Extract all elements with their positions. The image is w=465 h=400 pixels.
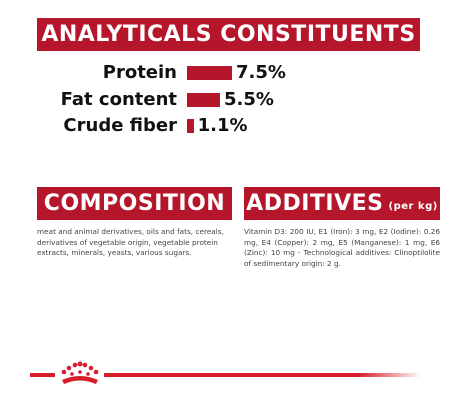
constituent-bar (187, 92, 220, 107)
additives-text: Vitamin D3: 200 IU, E1 (Iron): 3 mg, E2 … (244, 227, 440, 268)
constituent-bar (187, 119, 194, 133)
constituent-bar (187, 66, 232, 80)
additives-unit: (per kg) (388, 201, 438, 212)
constituent-row: Fat content 5.5% (0, 89, 465, 111)
constituent-label: Protein (102, 62, 177, 83)
composition-title: COMPOSITION (37, 187, 232, 220)
constituent-row: Crude fiber 1.1% (0, 115, 465, 137)
composition-text: meat and animal derivatives, oils and fa… (37, 227, 224, 257)
footer-logo (30, 361, 422, 384)
additives-title: ADDITIVES (246, 191, 384, 216)
constituent-value: 1.1% (197, 115, 248, 136)
constituent-row: Protein 7.5% (0, 62, 465, 84)
constituent-label: Fat content (60, 88, 177, 110)
analytical-title: ANALYTICALS CONSTITUENTS (37, 18, 420, 51)
constituent-value: 5.5% (224, 88, 274, 110)
additives-banner: ADDITIVES (per kg) (244, 187, 440, 220)
constituent-value: 7.5% (236, 62, 286, 83)
constituent-label: Crude fiber (63, 115, 177, 136)
